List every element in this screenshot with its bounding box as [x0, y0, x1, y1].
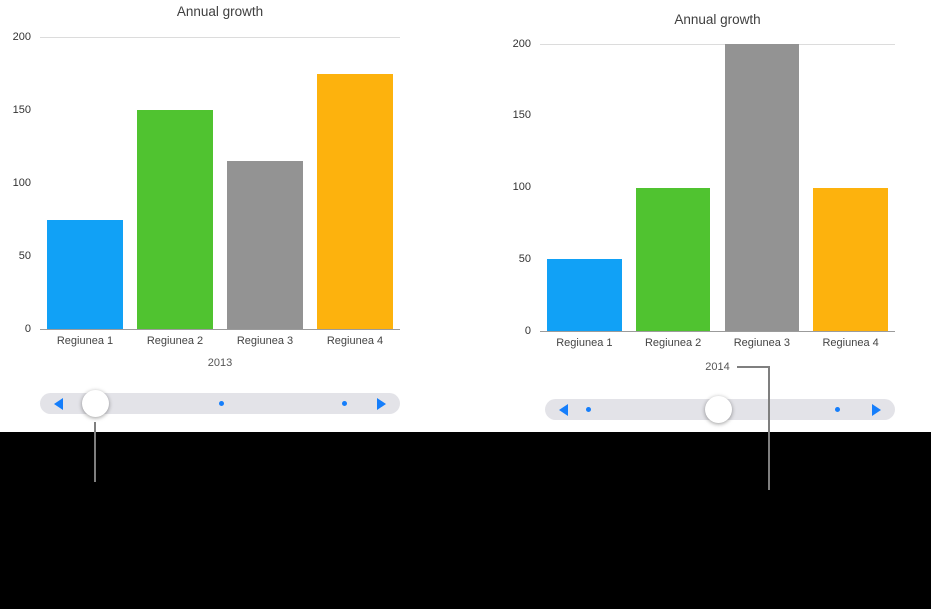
callout-line-left-slider [94, 422, 96, 482]
y-axis-tick: 50 [18, 249, 31, 262]
category-label: Regiunea 2 [146, 335, 204, 347]
chart-title: Annual growth [674, 12, 761, 27]
chart-slider-2014[interactable] [545, 396, 895, 423]
annotation-area [0, 432, 931, 609]
category-label: Regiunea 4 [822, 337, 879, 349]
chart-slider-2013[interactable] [40, 390, 400, 417]
chart-title: Annual growth [176, 4, 264, 19]
bar-regiunea-2 [635, 187, 711, 331]
x-axis-label: 2014 [705, 361, 730, 373]
category-label: Regiunea 2 [644, 337, 702, 349]
gridline [540, 44, 895, 45]
bar-regiunea-1 [47, 219, 123, 329]
slider-dot[interactable] [585, 407, 591, 412]
x-axis-label: 2013 [207, 357, 233, 369]
slider-knob[interactable] [82, 390, 110, 417]
bar-regiunea-3 [227, 161, 303, 329]
bar-chart-2014: Annual growth 0 50 100 150 200 Regiunea 1 Reg… [505, 12, 905, 396]
category-label: Regiunea 1 [556, 337, 613, 349]
bar-chart-2013: Annual growth 0 50 100 150 200 Regiunea 1 Reg… [6, 4, 410, 388]
plot-area: 0 50 100 150 200 [513, 38, 895, 337]
bar-slot [629, 44, 718, 331]
callout-line-2014-horizontal [737, 366, 770, 368]
x-axis-category-labels: Regiunea 1 Regiunea 2 Regiunea 3 Regiunea 4 [40, 335, 400, 347]
y-axis-tick: 50 [518, 252, 531, 265]
plot-area: 0 50 100 150 200 [13, 31, 400, 335]
y-axis-tick: 0 [24, 322, 31, 335]
slider-knob[interactable] [704, 396, 732, 423]
bars-group [40, 37, 400, 329]
bar-slot [718, 44, 807, 331]
y-axis-tick: 150 [12, 103, 31, 116]
bar-slot [40, 37, 130, 329]
slider-dot[interactable] [342, 401, 348, 406]
y-axis-tick: 100 [12, 176, 31, 189]
slider-back-arrow-icon[interactable] [559, 403, 568, 416]
bar-regiunea-4 [317, 73, 393, 329]
slider-dot[interactable] [219, 401, 225, 406]
slider-back-arrow-icon[interactable] [54, 397, 63, 410]
bar-slot [806, 44, 895, 331]
gridline [40, 37, 400, 38]
slider-forward-arrow-icon[interactable] [872, 403, 881, 416]
category-label: Regiunea 3 [236, 335, 294, 347]
slider-dot[interactable] [835, 407, 841, 412]
category-label: Regiunea 3 [733, 337, 791, 349]
bar-slot [130, 37, 220, 329]
x-axis-category-labels: Regiunea 1 Regiunea 2 Regiunea 3 Regiunea 4 [540, 337, 895, 349]
y-axis-tick: 100 [512, 181, 531, 193]
y-axis-tick: 200 [512, 37, 531, 50]
slider-forward-arrow-icon[interactable] [377, 397, 386, 410]
y-axis-tick: 150 [512, 109, 531, 122]
category-label: Regiunea 4 [326, 335, 384, 347]
callout-line-2014-vertical [768, 366, 770, 490]
bar-slot [540, 44, 629, 331]
category-label: Regiunea 1 [56, 335, 114, 347]
bar-regiunea-1 [547, 259, 622, 331]
bar-regiunea-3 [724, 44, 800, 331]
bar-slot [220, 37, 310, 329]
bar-regiunea-4 [813, 187, 888, 331]
y-axis-tick: 0 [524, 324, 531, 337]
bar-slot [310, 37, 400, 329]
bar-regiunea-2 [137, 110, 213, 329]
y-axis-tick: 200 [12, 30, 31, 43]
bars-group [540, 44, 895, 331]
